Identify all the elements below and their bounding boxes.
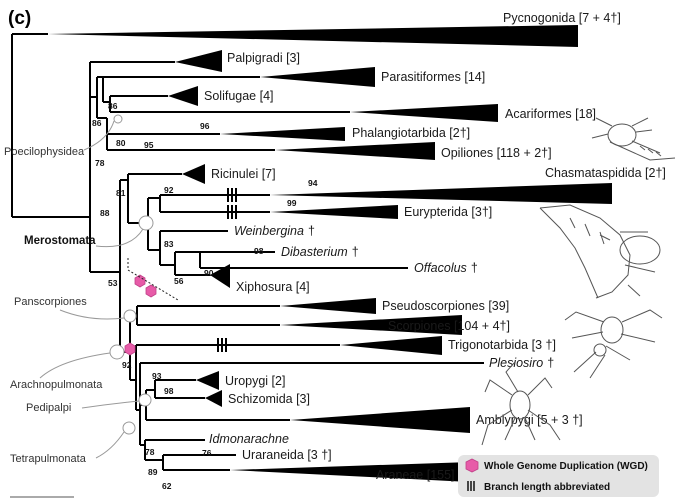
amblypygi-triangle (290, 407, 470, 433)
support-value: 92 (122, 360, 132, 370)
taxon-plesiosiro-row: Plesiosiro † (489, 356, 554, 370)
taxon-offacolus: Offacolus (414, 261, 467, 275)
support-value: 90 (204, 268, 214, 278)
legend-abbrev-label: Branch length abbreviated (484, 482, 610, 493)
taxon-weinbergina: Weinbergina (234, 224, 304, 238)
support-value: 53 (108, 278, 118, 288)
taxon-ricinulei: Ricinulei [7] (211, 167, 276, 181)
taxon-parasitiformes: Parasitiformes [14] (381, 70, 485, 84)
wgd-hexagon-icon (146, 285, 156, 297)
dagger: † (352, 245, 359, 259)
support-value: 56 (174, 276, 184, 286)
support-value: 99 (287, 198, 297, 208)
opilion-sketch-icon (592, 118, 675, 160)
taxon-dibasterium: Dibasterium (281, 245, 348, 259)
clade-poecilophysidea: Poecilophysidea (4, 146, 85, 158)
support-value: 88 (100, 208, 110, 218)
clade-panscorpiones: Panscorpiones (14, 296, 87, 308)
taxon-solifugae: Solifugae [4] (204, 89, 274, 103)
leader-line (60, 310, 124, 319)
clade-arachnopulmonata: Arachnopulmonata (10, 379, 103, 391)
taxon-pseudoscorpiones: Pseudoscorpiones [39] (382, 299, 509, 313)
palpigradi-triangle (175, 50, 222, 72)
taxon-scorpiones: Scorpiones [104 + 4†] (388, 319, 510, 333)
acariformes-triangle (350, 104, 498, 122)
taxon-araneae: Araneae [155] (376, 468, 455, 482)
uropygi-triangle (196, 371, 219, 390)
support-value: 93 (152, 371, 162, 381)
taxon-amblypygi: Amblypygi [5 + 3 †] (476, 413, 583, 427)
amblypygid-sketch-icon (482, 362, 560, 445)
support-value: 76 (202, 448, 212, 458)
taxon-dibasterium-row: Dibasterium † (281, 245, 359, 259)
node-marker (139, 216, 153, 230)
eurypterid-sketch-icon (540, 205, 660, 298)
taxon-trigonotarbida: Trigonotarbida [3 †] (448, 338, 556, 352)
legend: Whole Genome Duplication (WGD) Branch le… (458, 455, 659, 497)
support-value: 83 (164, 239, 174, 249)
panel-label: (c) (8, 8, 31, 29)
pseudoscorpiones-triangle (280, 298, 376, 314)
clade-tetrapulmonata: Tetrapulmonata (10, 453, 87, 465)
spider-sketch-icon (565, 310, 662, 378)
parasitiformes-triangle (260, 67, 375, 87)
taxon-chasmataspidida: Chasmataspidida [2†] (545, 166, 666, 180)
node-markers (110, 115, 153, 434)
taxon-opiliones: Opiliones [118 + 2†] (441, 146, 552, 160)
wgd-hexagon-icon (125, 343, 135, 355)
taxon-weinbergina-row: Weinbergina † (234, 224, 315, 238)
node-marker (123, 422, 135, 434)
dagger: † (308, 224, 315, 238)
node-marker (139, 394, 151, 406)
support-value: 78 (145, 447, 155, 457)
node-marker (110, 345, 124, 359)
trigonotarbida-triangle (340, 336, 442, 355)
chasmataspidida-triangle (270, 183, 612, 204)
node-marker (124, 310, 136, 322)
taxon-eurypterida: Eurypterida [3†] (404, 205, 492, 219)
taxon-xiphosura: Xiphosura [4] (236, 280, 310, 294)
support-value: 78 (95, 158, 105, 168)
support-value: 96 (200, 121, 210, 131)
support-value: 81 (116, 188, 126, 198)
support-value: 98 (164, 386, 174, 396)
node-marker (114, 115, 122, 123)
taxon-uropygi: Uropygi [2] (225, 374, 285, 388)
support-value: 94 (308, 178, 318, 188)
schizomida-triangle (205, 390, 222, 407)
wgd-hexagon-icon (466, 459, 478, 472)
leader-line (96, 432, 124, 458)
dagger: † (471, 261, 478, 275)
taxon-offacolus-row: Offacolus † (414, 261, 478, 275)
ricinulei-triangle (182, 164, 205, 184)
leader-line (82, 401, 139, 408)
support-value: 98 (254, 246, 264, 256)
clade-labels: Poecilophysidea Merostomata Panscorpione… (4, 121, 143, 465)
taxon-palpigradi: Palpigradi [3] (227, 51, 300, 65)
taxon-acariformes: Acariformes [18] (505, 107, 596, 121)
opiliones-triangle (275, 142, 435, 160)
phalangiotarbida-triangle (220, 127, 345, 141)
taxon-schizomida: Schizomida [3] (228, 392, 310, 406)
taxon-idmonarachne: Idmonarachne (209, 432, 289, 446)
solifugae-triangle (168, 86, 198, 106)
taxon-pycnogonida: Pycnogonida [7 + 4†] (503, 11, 621, 25)
clade-merostomata: Merostomata (24, 235, 96, 247)
support-value: 62 (162, 481, 172, 491)
dagger: † (547, 356, 554, 370)
support-value: 89 (148, 467, 158, 477)
support-value: 95 (144, 140, 154, 150)
taxon-uraraneida: Uraraneida [3 †] (242, 448, 332, 462)
support-value: 80 (116, 138, 126, 148)
taxon-plesiosiro: Plesiosiro (489, 356, 543, 370)
support-value: 92 (164, 185, 174, 195)
support-value: 86 (108, 101, 118, 111)
legend-wgd-label: Whole Genome Duplication (WGD) (484, 461, 648, 472)
clade-pedipalpi: Pedipalpi (26, 402, 71, 414)
support-value: 86 (92, 118, 102, 128)
leader-line (40, 353, 110, 378)
pycnogonida-triangle (48, 25, 578, 47)
taxon-phalangiotarbida: Phalangiotarbida [2†] (352, 126, 470, 140)
